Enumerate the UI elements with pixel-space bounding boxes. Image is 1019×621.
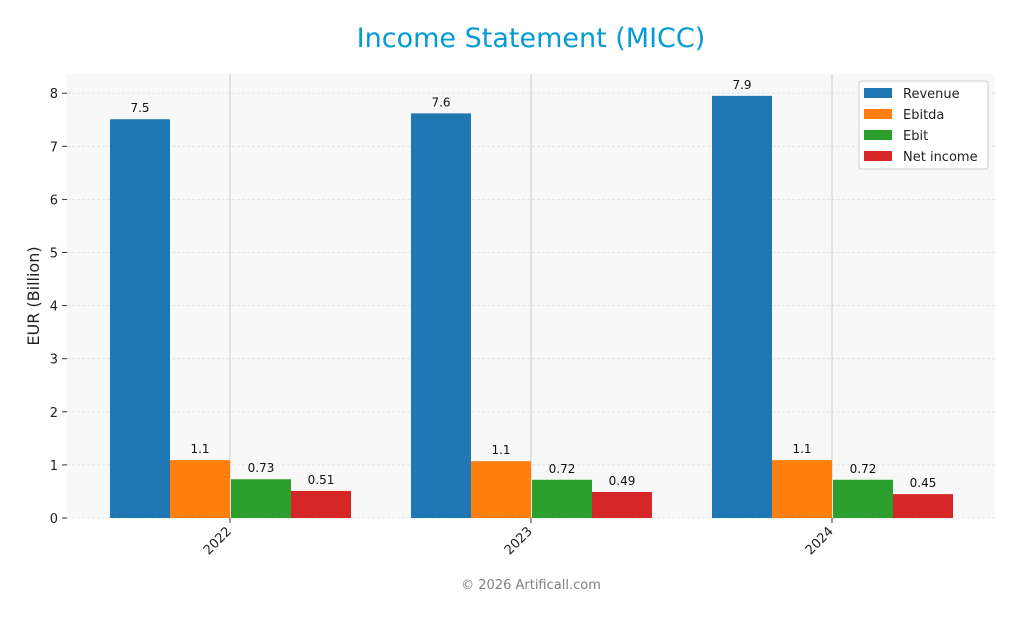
bar-revenue — [411, 113, 471, 519]
x-tick-label: 2024 — [803, 524, 837, 558]
bar-net-income — [592, 491, 652, 518]
bar-net-income — [893, 494, 953, 518]
y-axis-label: EUR (Billion) — [24, 246, 43, 345]
y-tick-label: 7 — [50, 140, 58, 155]
legend-swatch — [864, 151, 892, 161]
y-tick-label: 8 — [50, 87, 58, 102]
legend-swatch — [864, 109, 892, 119]
bar-net-income — [291, 490, 351, 518]
x-tick-label: 2023 — [502, 524, 536, 558]
y-tick-label: 3 — [50, 353, 58, 368]
legend-label: Ebit — [903, 129, 928, 144]
data-label: 1.1 — [792, 442, 811, 456]
data-label: 0.45 — [910, 476, 937, 490]
data-label: 0.72 — [549, 462, 576, 476]
legend-label: Ebitda — [903, 108, 944, 123]
legend-swatch — [864, 88, 892, 98]
y-tick-label: 6 — [50, 193, 58, 208]
data-label: 0.51 — [308, 473, 335, 487]
data-label: 0.73 — [248, 461, 275, 475]
bar-revenue — [712, 95, 772, 518]
y-tick-label: 0 — [50, 512, 58, 527]
data-label: 0.72 — [850, 462, 877, 476]
legend-box — [858, 80, 989, 170]
bar-ebitda — [170, 460, 230, 518]
legend-label: Net income — [903, 150, 978, 165]
data-label: 7.6 — [431, 95, 450, 109]
data-label: 0.49 — [609, 474, 636, 488]
bar-ebit — [532, 479, 592, 518]
data-label: 7.5 — [130, 101, 149, 115]
x-tick-label: 2022 — [201, 524, 235, 558]
y-tick-label: 4 — [50, 300, 58, 315]
data-label: 1.1 — [491, 443, 510, 457]
footer-copyright: © 2026 Artificall.com — [461, 578, 601, 593]
bar-ebit — [231, 479, 291, 518]
y-tick-label: 2 — [50, 406, 58, 421]
bar-ebitda — [471, 461, 531, 518]
legend-label: Revenue — [903, 87, 960, 102]
data-label: 7.9 — [732, 78, 751, 92]
data-label: 1.1 — [190, 442, 209, 456]
bar-revenue — [110, 119, 170, 519]
y-tick-label: 1 — [50, 459, 58, 474]
bar-ebit — [833, 479, 893, 518]
y-tick-label: 5 — [50, 247, 58, 262]
legend: Revenue Ebitda Ebit Net income — [858, 80, 989, 170]
legend-swatch — [864, 130, 892, 140]
bar-ebitda — [772, 460, 832, 518]
chart-title: Income Statement (MICC) — [357, 23, 706, 54]
